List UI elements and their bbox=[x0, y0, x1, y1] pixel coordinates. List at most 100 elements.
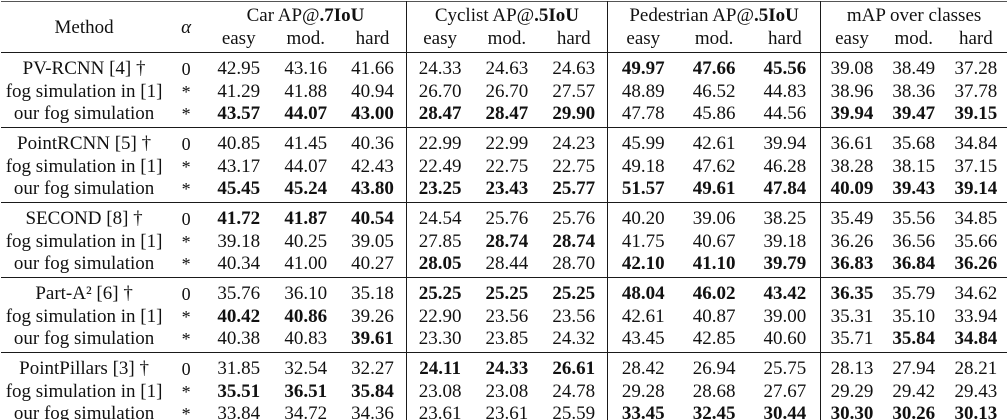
value-cell: 26.70 bbox=[405, 81, 474, 103]
value-cell: 34.85 bbox=[954, 208, 998, 229]
value-cell: 40.34 bbox=[217, 253, 261, 274]
value-cell: 24.63 bbox=[485, 58, 529, 79]
value-cell: 32.27 bbox=[351, 358, 394, 379]
value-cell: 23.08 bbox=[485, 381, 529, 402]
alpha-cell: * bbox=[181, 254, 191, 274]
header-cyclist-easy: easy bbox=[405, 28, 474, 53]
value-cell: 33.45 bbox=[607, 403, 679, 420]
value-cell: 28.68 bbox=[692, 381, 736, 402]
header-map-easy: easy bbox=[820, 28, 883, 53]
value-cell: 35.51 bbox=[217, 381, 261, 402]
value-cell: 25.75 bbox=[763, 358, 807, 379]
value-cell: 41.75 bbox=[607, 231, 679, 253]
value-cell: 34.36 bbox=[351, 403, 394, 420]
alpha-cell: 0 bbox=[181, 284, 191, 304]
value-cell: 23.25 bbox=[405, 178, 474, 203]
value-cell: 36.10 bbox=[284, 283, 328, 304]
value-cell: 36.51 bbox=[284, 381, 328, 402]
table-row: fog simulation in [1] * 35.51 36.51 35.84 23.… bbox=[1, 381, 1007, 403]
value-cell: 30.13 bbox=[954, 403, 998, 420]
header-group-pedestrian-label: Pedestrian AP@ bbox=[629, 5, 754, 26]
value-cell: 26.61 bbox=[552, 358, 596, 379]
header-group-car-label: Car AP@ bbox=[246, 5, 320, 26]
value-cell: 39.14 bbox=[954, 178, 998, 199]
value-cell: 35.79 bbox=[892, 283, 936, 304]
value-cell: 41.87 bbox=[284, 208, 328, 229]
method-group: SECOND [8] † 0 41.72 41.87 40.54 24.54 25.76 25… bbox=[1, 202, 1007, 278]
value-cell: 34.62 bbox=[954, 283, 998, 304]
table-row: fog simulation in [1] * 43.17 44.07 42.43 22.… bbox=[1, 156, 1007, 178]
value-cell: 40.85 bbox=[217, 133, 261, 154]
value-cell: 37.78 bbox=[954, 81, 998, 102]
table-row: fog simulation in [1] * 39.18 40.25 39.05 27.… bbox=[1, 231, 1007, 253]
value-cell: 39.94 bbox=[763, 133, 807, 154]
table-row: our fog simulation * 33.84 34.72 34.36 23.61 2… bbox=[1, 403, 1007, 420]
value-cell: 41.45 bbox=[284, 133, 328, 154]
header-method: Method bbox=[54, 17, 114, 38]
alpha-cell: * bbox=[181, 329, 191, 349]
method-cell: our fog simulation bbox=[13, 253, 155, 274]
alpha-cell: * bbox=[181, 382, 191, 402]
value-cell: 22.49 bbox=[405, 156, 474, 178]
table-row: PointPillars [3] † 0 31.85 32.54 32.27 24.11 2… bbox=[1, 352, 1007, 381]
value-cell: 40.20 bbox=[607, 202, 679, 231]
value-cell: 25.77 bbox=[552, 178, 596, 199]
value-cell: 22.75 bbox=[485, 156, 529, 177]
value-cell: 36.61 bbox=[820, 127, 883, 156]
value-cell: 45.99 bbox=[607, 127, 679, 156]
header-row-difficulty: easy mod. hard easy mod. hard easy mod. … bbox=[1, 28, 1007, 53]
value-cell: 41.00 bbox=[284, 253, 328, 274]
alpha-cell: * bbox=[181, 232, 191, 252]
value-cell: 45.86 bbox=[692, 103, 736, 124]
value-cell: 46.02 bbox=[692, 283, 736, 304]
value-cell: 29.42 bbox=[892, 381, 936, 402]
table-row: PointRCNN [5] † 0 40.85 41.45 40.36 22.99 22.9… bbox=[1, 127, 1007, 156]
value-cell: 40.86 bbox=[284, 306, 328, 327]
header-group-car-iou: .7IoU bbox=[319, 5, 365, 26]
value-cell: 39.79 bbox=[763, 253, 807, 274]
value-cell: 22.99 bbox=[405, 127, 474, 156]
value-cell: 23.85 bbox=[485, 328, 529, 349]
value-cell: 35.49 bbox=[820, 202, 883, 231]
alpha-cell: * bbox=[181, 307, 191, 327]
header-car-mod: mod. bbox=[286, 28, 325, 49]
value-cell: 38.49 bbox=[892, 58, 936, 79]
method-cell: our fog simulation bbox=[13, 103, 155, 124]
header-group-cyclist: Cyclist AP@.5IoU bbox=[405, 1, 608, 28]
value-cell: 42.61 bbox=[607, 306, 679, 328]
value-cell: 25.25 bbox=[405, 277, 474, 306]
alpha-cell: * bbox=[181, 82, 191, 102]
table-row: PV-RCNN [4] † 0 42.95 43.16 41.66 24.33 24.63 2… bbox=[1, 52, 1007, 81]
header-group-car: Car AP@.7IoU bbox=[205, 2, 406, 29]
value-cell: 31.85 bbox=[217, 358, 261, 379]
value-cell: 28.42 bbox=[607, 352, 679, 381]
value-cell: 39.05 bbox=[351, 231, 394, 252]
value-cell: 42.61 bbox=[692, 133, 736, 154]
value-cell: 45.56 bbox=[763, 58, 807, 79]
table-row: our fog simulation * 45.45 45.24 43.80 23.25 2… bbox=[1, 178, 1007, 203]
value-cell: 41.29 bbox=[217, 81, 261, 102]
value-cell: 38.28 bbox=[820, 156, 883, 178]
value-cell: 40.87 bbox=[692, 306, 736, 327]
value-cell: 25.25 bbox=[485, 283, 529, 304]
value-cell: 36.84 bbox=[892, 253, 936, 274]
table-row: SECOND [8] † 0 41.72 41.87 40.54 24.54 25.76 25… bbox=[1, 202, 1007, 231]
value-cell: 23.56 bbox=[485, 306, 529, 327]
value-cell: 48.89 bbox=[607, 81, 679, 103]
value-cell: 23.61 bbox=[485, 403, 529, 420]
alpha-cell: * bbox=[181, 157, 191, 177]
value-cell: 23.08 bbox=[405, 381, 474, 403]
value-cell: 33.94 bbox=[954, 306, 998, 327]
value-cell: 27.57 bbox=[552, 81, 596, 102]
value-cell: 49.97 bbox=[607, 52, 679, 81]
method-cell: fog simulation in [1] bbox=[5, 381, 163, 402]
value-cell: 46.28 bbox=[763, 156, 807, 177]
value-cell: 27.85 bbox=[405, 231, 474, 253]
value-cell: 24.11 bbox=[405, 352, 474, 381]
value-cell: 32.45 bbox=[692, 403, 736, 420]
value-cell: 29.43 bbox=[954, 381, 998, 402]
value-cell: 40.27 bbox=[351, 253, 394, 274]
value-cell: 30.44 bbox=[763, 403, 807, 420]
value-cell: 35.76 bbox=[217, 283, 261, 304]
value-cell: 43.42 bbox=[763, 283, 807, 304]
